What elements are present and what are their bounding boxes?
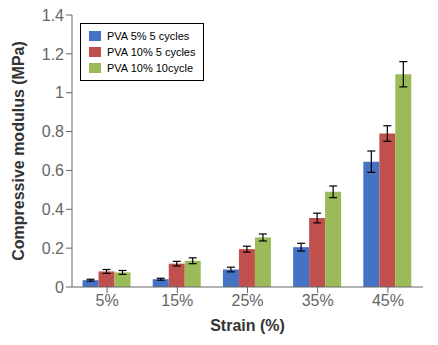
svg-text:0.2: 0.2 (42, 240, 64, 257)
html-text:PVA 5% 5 cycles: PVA 5% 5 cycles (107, 30, 190, 42)
svg-text:35%: 35% (302, 292, 334, 309)
svg-text:5%: 5% (96, 292, 119, 309)
svg-text:1.2: 1.2 (42, 46, 64, 63)
svg-text:0.6: 0.6 (42, 162, 64, 179)
svg-text:Strain (%): Strain (%) (210, 317, 285, 334)
svg-text:15%: 15% (161, 292, 193, 309)
svg-text:45%: 45% (372, 292, 404, 309)
svg-text:0.8: 0.8 (42, 123, 64, 140)
svg-text:0: 0 (55, 279, 64, 296)
svg-text:Compressive modulus (MPa): Compressive modulus (MPa) (10, 41, 27, 261)
svg-text:1.4: 1.4 (42, 7, 64, 24)
svg-text:1: 1 (55, 84, 64, 101)
html-text:PVA 10% 5 cycles: PVA 10% 5 cycles (107, 46, 196, 58)
svg-text:25%: 25% (231, 292, 263, 309)
html-text:PVA 10% 10cycle: PVA 10% 10cycle (107, 62, 193, 74)
svg-text:0.4: 0.4 (42, 201, 64, 218)
